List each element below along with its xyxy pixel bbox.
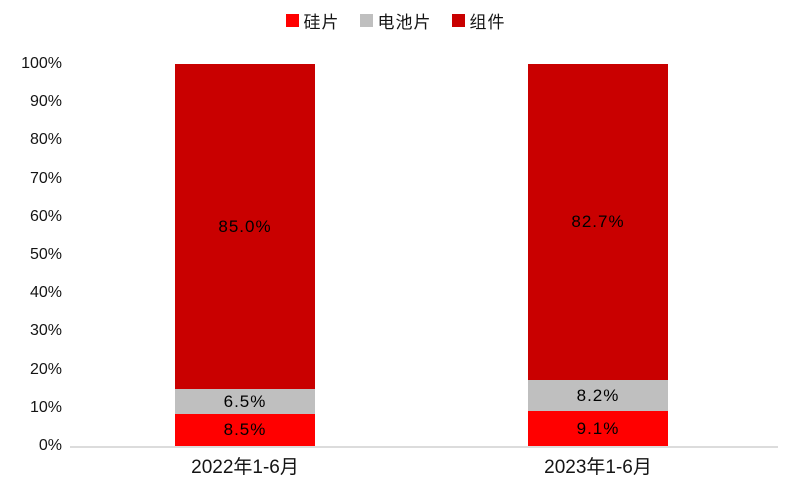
legend-label-solar-cell: 电池片 <box>377 13 432 32</box>
y-tick-label: 90% <box>29 93 62 111</box>
legend-item-silicon-wafer: 硅片 <box>285 8 340 33</box>
data-label-silicon-wafer-2023-h1: 9.1% <box>576 419 620 439</box>
y-axis: 0% 10% 20% 30% 40% 50% 60% 70% 80% 90% 100% <box>0 56 62 454</box>
module-legend-swatch-icon <box>451 14 465 27</box>
y-tick-label: 80% <box>29 131 62 149</box>
y-tick-label: 100% <box>21 55 62 72</box>
data-label-module-2022-h1: 85.0% <box>218 216 272 236</box>
stacked-bar-2022-h1: 8.5% 6.5% 85.0% <box>175 64 315 446</box>
data-label-silicon-wafer-2022-h1: 8.5% <box>223 420 267 440</box>
y-tick-label: 20% <box>29 360 62 378</box>
segment-module-2023-h1: 82.7% <box>528 64 668 380</box>
legend-item-solar-cell: 电池片 <box>359 8 432 33</box>
segment-solar-cell-2022-h1: 6.5% <box>175 388 315 414</box>
legend-label-silicon-wafer: 硅片 <box>303 13 340 32</box>
segment-silicon-wafer-2022-h1: 8.5% <box>175 413 315 446</box>
chart-legend: 硅片 电池片 组件 <box>0 8 791 33</box>
segment-module-2022-h1: 85.0% <box>175 64 315 389</box>
y-tick-label: 70% <box>29 169 62 187</box>
segment-solar-cell-2023-h1: 8.2% <box>528 379 668 412</box>
y-tick-label: 50% <box>29 246 62 263</box>
silicon-wafer-legend-swatch-icon <box>285 14 299 27</box>
x-tick-label-2022-h1: 2022年1-6月 <box>191 457 299 478</box>
y-tick-label: 30% <box>29 322 62 340</box>
plot-area: 8.5% 6.5% 85.0% 9.1% 8.2% 82.7% <box>70 64 778 448</box>
segment-silicon-wafer-2023-h1: 9.1% <box>528 411 668 446</box>
y-tick-label: 60% <box>29 207 62 225</box>
data-label-module-2023-h1: 82.7% <box>571 212 625 232</box>
x-axis: 2022年1-6月 2023年1-6月 <box>70 452 778 482</box>
y-tick-label: 10% <box>29 398 62 416</box>
data-label-solar-cell-2022-h1: 6.5% <box>223 391 267 411</box>
stacked-bar-2023-h1: 9.1% 8.2% 82.7% <box>528 64 668 446</box>
solar-cell-legend-swatch-icon <box>359 14 373 27</box>
x-tick-label-2023-h1: 2023年1-6月 <box>544 457 652 478</box>
y-tick-label: 0% <box>38 437 62 454</box>
legend-label-module: 组件 <box>469 13 506 32</box>
legend-item-module: 组件 <box>451 8 506 33</box>
y-tick-label: 40% <box>29 284 62 302</box>
data-label-solar-cell-2023-h1: 8.2% <box>576 386 620 406</box>
